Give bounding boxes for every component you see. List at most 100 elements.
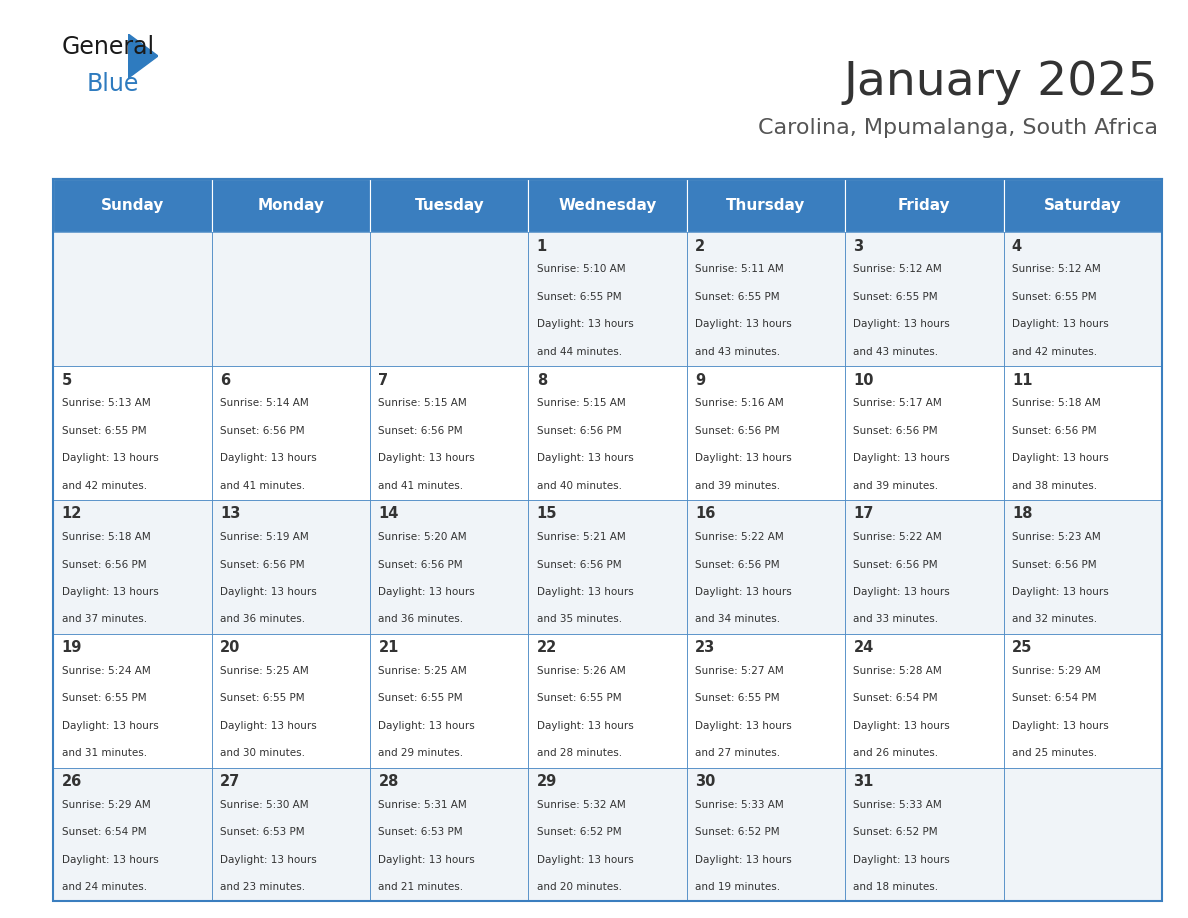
Text: and 21 minutes.: and 21 minutes. xyxy=(379,882,463,892)
Text: and 40 minutes.: and 40 minutes. xyxy=(537,480,621,490)
Bar xyxy=(211,500,371,633)
Text: Sunrise: 5:32 AM: Sunrise: 5:32 AM xyxy=(537,800,626,810)
Text: Daylight: 13 hours: Daylight: 13 hours xyxy=(379,855,475,865)
Text: Sunrise: 5:21 AM: Sunrise: 5:21 AM xyxy=(537,532,626,542)
Text: Sunset: 6:55 PM: Sunset: 6:55 PM xyxy=(1012,292,1097,302)
Text: Daylight: 13 hours: Daylight: 13 hours xyxy=(62,721,158,731)
Bar xyxy=(845,633,1004,767)
Bar xyxy=(371,633,529,767)
Text: Daylight: 13 hours: Daylight: 13 hours xyxy=(695,453,792,463)
Text: and 35 minutes.: and 35 minutes. xyxy=(537,614,623,624)
Text: 16: 16 xyxy=(695,507,715,521)
Text: Daylight: 13 hours: Daylight: 13 hours xyxy=(1012,453,1108,463)
Text: Sunset: 6:56 PM: Sunset: 6:56 PM xyxy=(537,559,621,569)
Text: and 39 minutes.: and 39 minutes. xyxy=(695,480,781,490)
Text: Friday: Friday xyxy=(898,198,950,213)
Text: Sunrise: 5:25 AM: Sunrise: 5:25 AM xyxy=(379,666,467,676)
Bar xyxy=(211,232,371,366)
Text: Sunrise: 5:25 AM: Sunrise: 5:25 AM xyxy=(220,666,309,676)
Bar xyxy=(371,767,529,901)
Text: Daylight: 13 hours: Daylight: 13 hours xyxy=(537,721,633,731)
Text: Sunrise: 5:22 AM: Sunrise: 5:22 AM xyxy=(695,532,784,542)
Text: Sunset: 6:55 PM: Sunset: 6:55 PM xyxy=(220,693,305,703)
Bar xyxy=(529,767,687,901)
Bar xyxy=(53,232,211,366)
Text: Sunset: 6:56 PM: Sunset: 6:56 PM xyxy=(379,426,463,436)
Text: 12: 12 xyxy=(62,507,82,521)
Text: 24: 24 xyxy=(853,640,873,655)
Bar xyxy=(687,500,845,633)
Text: 5: 5 xyxy=(62,373,72,387)
Text: 25: 25 xyxy=(1012,640,1032,655)
Bar xyxy=(845,179,1004,232)
Bar xyxy=(1004,366,1162,500)
Text: and 44 minutes.: and 44 minutes. xyxy=(537,347,623,357)
Text: Sunset: 6:53 PM: Sunset: 6:53 PM xyxy=(220,827,305,837)
Text: 31: 31 xyxy=(853,774,874,789)
Bar xyxy=(53,767,211,901)
Text: Daylight: 13 hours: Daylight: 13 hours xyxy=(695,319,792,330)
Text: Tuesday: Tuesday xyxy=(415,198,485,213)
Text: 29: 29 xyxy=(537,774,557,789)
Text: Sunrise: 5:20 AM: Sunrise: 5:20 AM xyxy=(379,532,467,542)
Bar xyxy=(1004,500,1162,633)
Text: Sunset: 6:55 PM: Sunset: 6:55 PM xyxy=(695,693,779,703)
Text: Sunset: 6:52 PM: Sunset: 6:52 PM xyxy=(695,827,779,837)
Text: and 36 minutes.: and 36 minutes. xyxy=(379,614,463,624)
Text: 4: 4 xyxy=(1012,239,1022,253)
Bar xyxy=(53,179,1162,901)
Text: Sunrise: 5:12 AM: Sunrise: 5:12 AM xyxy=(853,264,942,274)
Text: 14: 14 xyxy=(379,507,399,521)
Text: Sunset: 6:55 PM: Sunset: 6:55 PM xyxy=(853,292,939,302)
Text: and 42 minutes.: and 42 minutes. xyxy=(62,480,147,490)
Text: Sunset: 6:56 PM: Sunset: 6:56 PM xyxy=(220,426,305,436)
Bar xyxy=(371,366,529,500)
Text: Daylight: 13 hours: Daylight: 13 hours xyxy=(853,855,950,865)
Bar xyxy=(53,179,211,232)
Text: Thursday: Thursday xyxy=(726,198,805,213)
Text: Daylight: 13 hours: Daylight: 13 hours xyxy=(379,721,475,731)
Text: Sunset: 6:52 PM: Sunset: 6:52 PM xyxy=(537,827,621,837)
Bar xyxy=(1004,633,1162,767)
Text: Daylight: 13 hours: Daylight: 13 hours xyxy=(220,587,317,597)
Text: Sunrise: 5:27 AM: Sunrise: 5:27 AM xyxy=(695,666,784,676)
Bar xyxy=(211,179,371,232)
Text: Sunrise: 5:14 AM: Sunrise: 5:14 AM xyxy=(220,398,309,409)
Text: Sunset: 6:56 PM: Sunset: 6:56 PM xyxy=(1012,426,1097,436)
Text: 20: 20 xyxy=(220,640,240,655)
Text: Sunrise: 5:12 AM: Sunrise: 5:12 AM xyxy=(1012,264,1100,274)
Text: Sunset: 6:53 PM: Sunset: 6:53 PM xyxy=(379,827,463,837)
Text: Sunrise: 5:19 AM: Sunrise: 5:19 AM xyxy=(220,532,309,542)
Bar xyxy=(371,179,529,232)
Bar xyxy=(687,179,845,232)
Text: Sunrise: 5:28 AM: Sunrise: 5:28 AM xyxy=(853,666,942,676)
Bar xyxy=(845,767,1004,901)
Bar xyxy=(687,633,845,767)
Text: Sunrise: 5:15 AM: Sunrise: 5:15 AM xyxy=(537,398,626,409)
Text: 21: 21 xyxy=(379,640,399,655)
Bar xyxy=(211,767,371,901)
Text: Sunset: 6:55 PM: Sunset: 6:55 PM xyxy=(537,292,621,302)
Text: General: General xyxy=(62,35,154,59)
Text: Daylight: 13 hours: Daylight: 13 hours xyxy=(695,587,792,597)
Text: Sunrise: 5:29 AM: Sunrise: 5:29 AM xyxy=(62,800,151,810)
Text: and 41 minutes.: and 41 minutes. xyxy=(220,480,305,490)
Text: and 24 minutes.: and 24 minutes. xyxy=(62,882,147,892)
Text: 17: 17 xyxy=(853,507,874,521)
Text: Blue: Blue xyxy=(87,72,139,95)
Text: 19: 19 xyxy=(62,640,82,655)
Text: and 33 minutes.: and 33 minutes. xyxy=(853,614,939,624)
Text: Sunrise: 5:11 AM: Sunrise: 5:11 AM xyxy=(695,264,784,274)
Text: Daylight: 13 hours: Daylight: 13 hours xyxy=(220,721,317,731)
Text: Daylight: 13 hours: Daylight: 13 hours xyxy=(695,721,792,731)
Text: Daylight: 13 hours: Daylight: 13 hours xyxy=(1012,587,1108,597)
Bar xyxy=(53,500,211,633)
Text: Sunrise: 5:16 AM: Sunrise: 5:16 AM xyxy=(695,398,784,409)
Text: and 43 minutes.: and 43 minutes. xyxy=(695,347,781,357)
Bar xyxy=(211,633,371,767)
Text: Daylight: 13 hours: Daylight: 13 hours xyxy=(62,453,158,463)
Bar xyxy=(529,366,687,500)
Text: Daylight: 13 hours: Daylight: 13 hours xyxy=(62,855,158,865)
Bar xyxy=(687,232,845,366)
Text: and 20 minutes.: and 20 minutes. xyxy=(537,882,621,892)
